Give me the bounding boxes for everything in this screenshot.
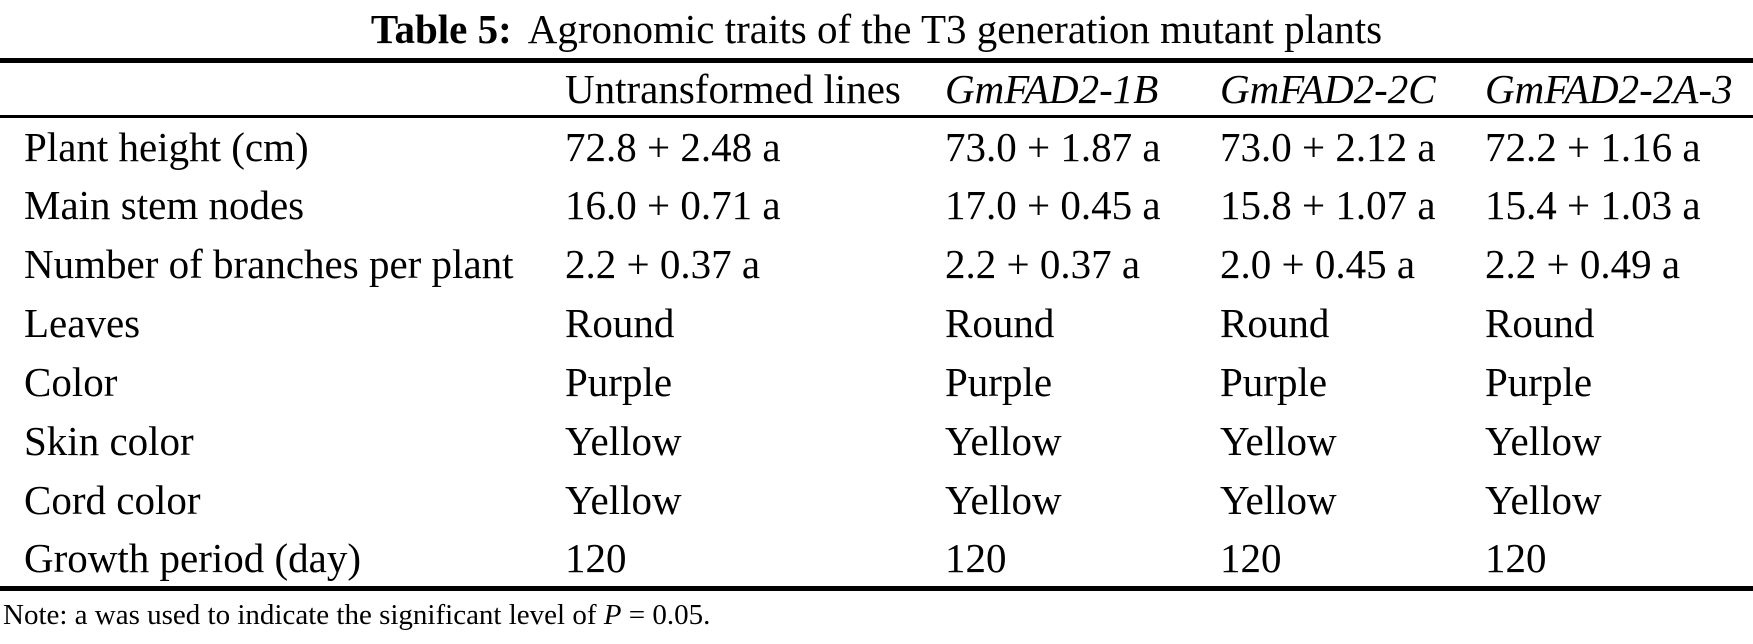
trait-label: Leaves [24, 300, 141, 346]
trait-label: Color [24, 359, 118, 405]
table-cell: Yellow [1485, 418, 1602, 464]
trait-label: Cord color [24, 477, 201, 523]
table-cell: Yellow [1220, 418, 1337, 464]
table-cell: Yellow [1220, 477, 1337, 523]
table-cell: 15.8 + 1.07 a [1220, 182, 1436, 228]
agronomic-traits-table: Untransformed lines GmFAD2-1B GmFAD2-2C … [0, 58, 1753, 591]
footnote-p-value: = 0.05. [621, 599, 711, 631]
table-cell: 72.8 + 2.48 a [565, 123, 781, 170]
table-row-leaves: Leaves Round Round Round Round [0, 294, 1753, 353]
table-cell: Purple [1220, 359, 1328, 405]
column-header-untransformed-lines: Untransformed lines [565, 66, 901, 112]
table-cell: Yellow [565, 418, 682, 464]
trait-label: Main stem nodes [24, 182, 305, 228]
table-cell: 2.2 + 0.37 a [565, 241, 761, 287]
trait-label: Growth period (day) [24, 534, 362, 581]
footnote-text: Note: a was used to indicate the signifi… [3, 599, 604, 631]
column-header-gmfad2-2a-3: GmFAD2-2A-3 [1485, 66, 1733, 112]
column-header-gmfad2-2c: GmFAD2-2C [1220, 66, 1436, 112]
table-cell: 73.0 + 2.12 a [1220, 123, 1436, 170]
table-cell: 120 [945, 534, 1007, 581]
table-cell: 120 [1485, 534, 1547, 581]
table-cell: 2.2 + 0.49 a [1485, 241, 1681, 287]
table-cell: 2.2 + 0.37 a [945, 241, 1141, 287]
table-caption: Agronomic traits of the T3 generation mu… [527, 6, 1383, 52]
table-cell: 16.0 + 0.71 a [565, 182, 781, 228]
trait-label: Plant height (cm) [24, 123, 309, 170]
table-header-row: Untransformed lines GmFAD2-1B GmFAD2-2C … [0, 61, 1753, 117]
table-row-main-stem-nodes: Main stem nodes 16.0 + 0.71 a 17.0 + 0.4… [0, 176, 1753, 235]
p-value-symbol: P [603, 599, 622, 631]
trait-label: Skin color [24, 418, 194, 464]
table-cell: 73.0 + 1.87 a [945, 123, 1161, 170]
table-cell: Yellow [1485, 477, 1602, 523]
table-footnote: Note: a was used to indicate the signifi… [0, 591, 1753, 632]
table-cell: 17.0 + 0.45 a [945, 182, 1161, 228]
table-cell: Purple [1485, 359, 1593, 405]
table-cell: Purple [945, 359, 1053, 405]
table-cell: Round [1220, 300, 1330, 346]
table-cell: Round [1485, 300, 1595, 346]
table-row-plant-height: Plant height (cm) 72.8 + 2.48 a 73.0 + 1… [0, 117, 1753, 176]
table-cell: 120 [565, 534, 627, 581]
table-cell: Round [945, 300, 1055, 346]
column-header-trait [0, 61, 565, 117]
column-header-gmfad2-1b: GmFAD2-1B [945, 66, 1159, 112]
table-cell: 120 [1220, 534, 1282, 581]
table-row-color: Color Purple Purple Purple Purple [0, 353, 1753, 412]
table-cell: Yellow [565, 477, 682, 523]
table-cell: Yellow [945, 418, 1062, 464]
table-row-branches-per-plant: Number of branches per plant 2.2 + 0.37 … [0, 235, 1753, 294]
table-cell: Round [565, 300, 675, 346]
table-cell: 72.2 + 1.16 a [1485, 123, 1701, 170]
table-row-cord-color: Cord color Yellow Yellow Yellow Yellow [0, 471, 1753, 530]
table-cell: Yellow [945, 477, 1062, 523]
table-cell: 2.0 + 0.45 a [1220, 241, 1416, 287]
table-number: Table 5: [370, 6, 512, 52]
table-row-skin-color: Skin color Yellow Yellow Yellow Yellow [0, 412, 1753, 471]
trait-label: Number of branches per plant [24, 241, 514, 287]
table-title: Table 5: Agronomic traits of the T3 gener… [0, 0, 1753, 58]
table-row-growth-period: Growth period (day) 120 120 120 120 [0, 530, 1753, 589]
table-cell: 15.4 + 1.03 a [1485, 182, 1701, 228]
table-cell: Purple [565, 359, 673, 405]
